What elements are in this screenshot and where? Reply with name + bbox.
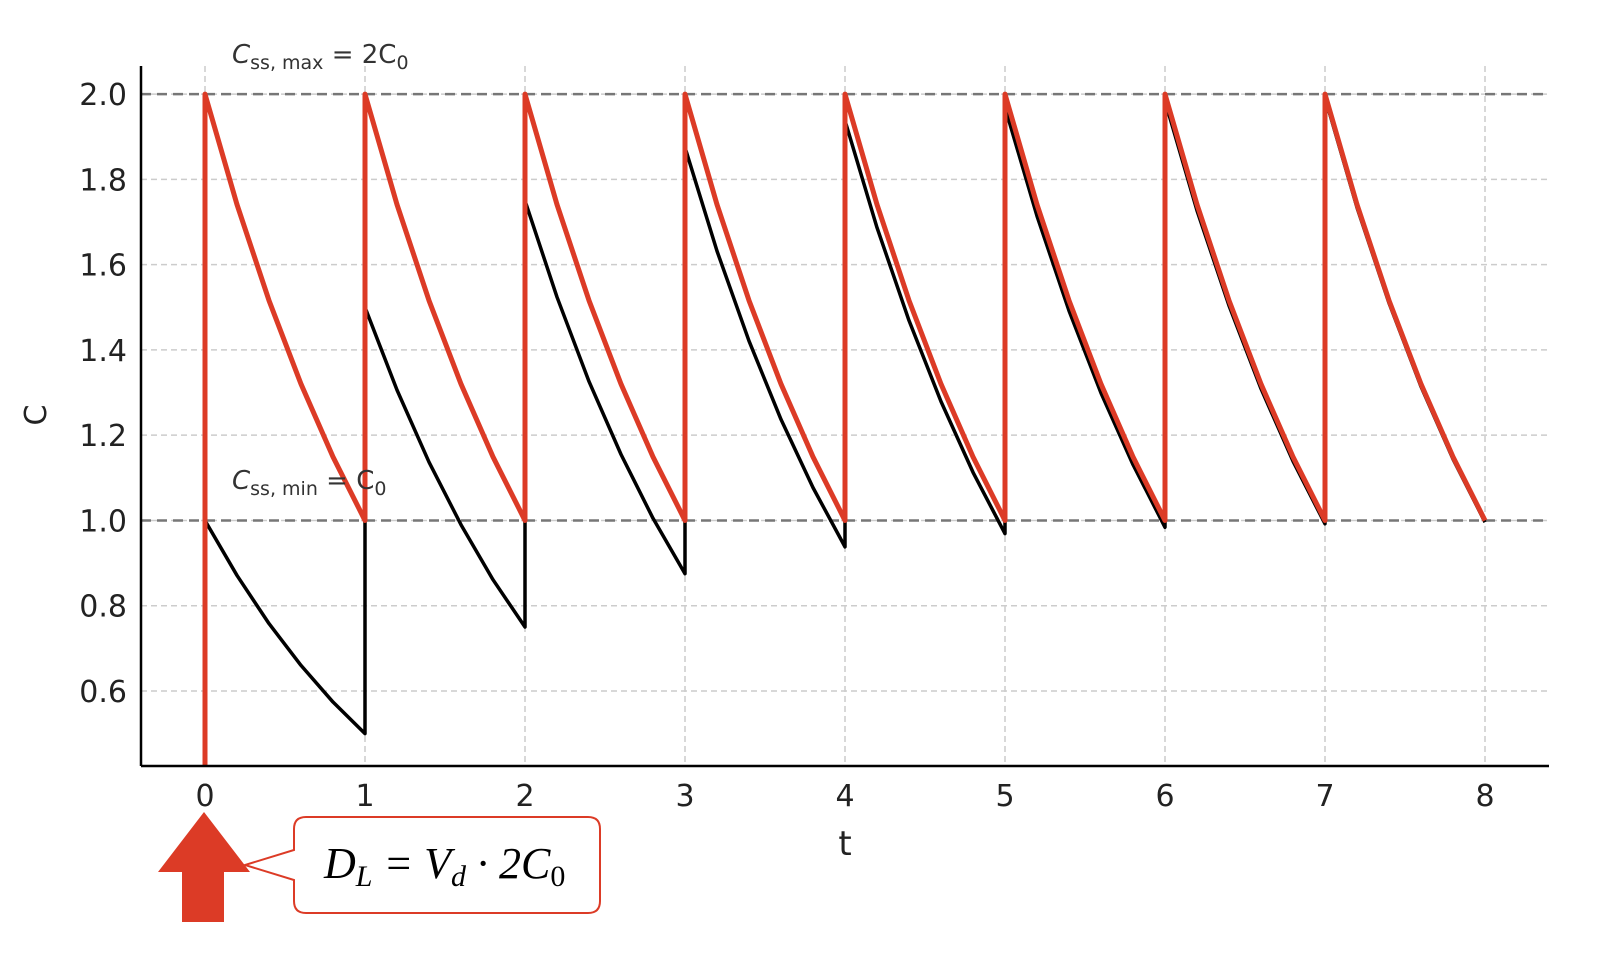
annotation: Css, min = C0: [232, 466, 386, 500]
y-tick-label: 2.0: [79, 78, 127, 113]
callout-text: DL = Vd · 2C0: [323, 839, 565, 893]
callout-part: · 2C: [466, 839, 551, 888]
callout-part: = V: [372, 839, 456, 888]
x-tick-label: 3: [675, 779, 694, 814]
y-tick-label: 1.0: [79, 504, 127, 539]
annotation-part: ss, max: [250, 52, 323, 74]
y-tick-label: 1.2: [79, 419, 127, 454]
x-tick-label: 6: [1155, 779, 1174, 814]
callout-part: d: [451, 860, 467, 893]
annotation-part: 0: [374, 478, 386, 500]
y-tick-label: 0.6: [79, 675, 127, 710]
plot-area: [202, 91, 1488, 766]
y-tick-label: 0.8: [79, 590, 127, 625]
x-tick-label: 5: [995, 779, 1014, 814]
y-tick-label: 1.8: [79, 163, 127, 198]
callout-part: D: [323, 839, 356, 888]
x-tick-label: 2: [515, 779, 534, 814]
y-axis-label: C: [19, 405, 54, 426]
x-tick-label: 1: [355, 779, 374, 814]
series-line: [202, 91, 1488, 766]
x-tick-label: 8: [1475, 779, 1494, 814]
annotation-part: C: [232, 466, 251, 496]
annotation-part: 0: [396, 52, 408, 74]
annotation-part: = 2C: [323, 40, 396, 70]
callout-part: L: [355, 860, 373, 893]
x-tick-label: 7: [1315, 779, 1334, 814]
y-tick-label: 1.4: [79, 334, 127, 369]
x-axis-label: t: [838, 824, 851, 864]
annotation: Css, max = 2C0: [232, 40, 409, 74]
dose-arrow: [158, 812, 250, 922]
annotation-part: = C: [318, 466, 374, 496]
y-tick-label: 1.6: [79, 249, 127, 284]
x-tick-label: 0: [195, 779, 214, 814]
x-tick-label: 4: [835, 779, 854, 814]
tick-labels: 0.6 0.8 1.0 1.2 1.4 1.6 1.8 2.0 0 1 2 3 4 5 6 7 8: [79, 78, 1494, 814]
annotation-part: C: [232, 40, 251, 70]
annotation-part: ss, min: [250, 478, 318, 500]
callout-part: 0: [550, 860, 565, 893]
callout-box: [241, 816, 601, 914]
